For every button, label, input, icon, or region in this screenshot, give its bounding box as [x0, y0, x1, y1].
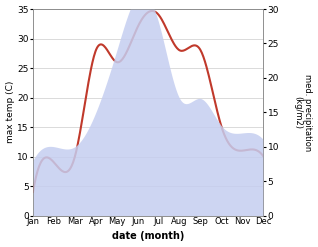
Y-axis label: med. precipitation
(kg/m2): med. precipitation (kg/m2)	[293, 74, 313, 151]
Y-axis label: max temp (C): max temp (C)	[5, 81, 15, 144]
X-axis label: date (month): date (month)	[112, 231, 184, 242]
